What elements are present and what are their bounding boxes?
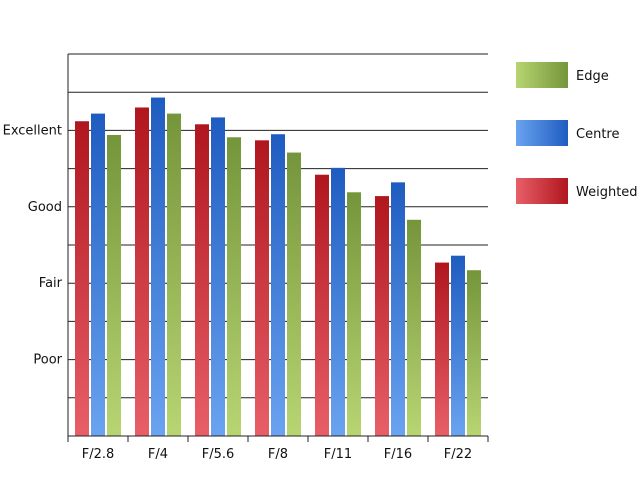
legend-label-weighted: Weighted bbox=[576, 185, 638, 200]
bar-edge-f16 bbox=[407, 219, 421, 436]
x-tick-label: F/22 bbox=[444, 447, 472, 462]
bar-weighted-f4 bbox=[135, 107, 149, 436]
x-tick-label: F/2.8 bbox=[82, 447, 115, 462]
bar-edge-f56 bbox=[227, 137, 241, 436]
bar-centre-f8 bbox=[271, 134, 285, 436]
bar-centre-f16 bbox=[391, 182, 405, 436]
y-tick-label: Poor bbox=[33, 353, 62, 368]
bar-centre-f56 bbox=[211, 117, 225, 437]
bar-weighted-f22 bbox=[435, 262, 449, 436]
bar-centre-f11 bbox=[331, 167, 345, 436]
legend: Edge Centre Weighted bbox=[516, 62, 638, 204]
bar-weighted-f8 bbox=[255, 140, 269, 436]
legend-label-centre: Centre bbox=[576, 127, 619, 142]
y-tick-labels: Poor Fair Good Excellent bbox=[3, 123, 63, 367]
legend-label-edge: Edge bbox=[576, 69, 609, 84]
x-tick-label: F/11 bbox=[324, 447, 352, 462]
bar-centre-f28 bbox=[91, 113, 105, 436]
legend-swatch-edge bbox=[516, 62, 568, 88]
x-tick-label: F/4 bbox=[148, 447, 168, 462]
axes bbox=[67, 54, 489, 442]
y-tick-label: Excellent bbox=[3, 123, 62, 138]
y-tick-label: Good bbox=[28, 200, 62, 215]
bar-edge-f11 bbox=[347, 192, 361, 436]
bar-edge-f28 bbox=[107, 134, 121, 436]
legend-swatch-centre bbox=[516, 120, 568, 146]
bars bbox=[75, 97, 481, 437]
x-tick-label: F/8 bbox=[268, 447, 288, 462]
x-tick-label: F/16 bbox=[384, 447, 412, 462]
bar-weighted-f16 bbox=[375, 196, 389, 436]
bar-edge-f4 bbox=[167, 113, 181, 436]
bar-edge-f22 bbox=[467, 270, 481, 436]
bar-centre-f4 bbox=[151, 97, 165, 436]
bar-centre-f22 bbox=[451, 255, 465, 436]
x-tick-labels: F/2.8 F/4 F/5.6 F/8 F/11 F/16 F/22 bbox=[82, 447, 472, 462]
legend-swatch-weighted bbox=[516, 178, 568, 204]
x-tick-label: F/5.6 bbox=[202, 447, 235, 462]
y-tick-label: Fair bbox=[39, 276, 63, 291]
bar-edge-f8 bbox=[287, 152, 301, 436]
bar-weighted-f11 bbox=[315, 174, 329, 436]
bar-weighted-f28 bbox=[75, 121, 89, 437]
bar-weighted-f56 bbox=[195, 124, 209, 437]
